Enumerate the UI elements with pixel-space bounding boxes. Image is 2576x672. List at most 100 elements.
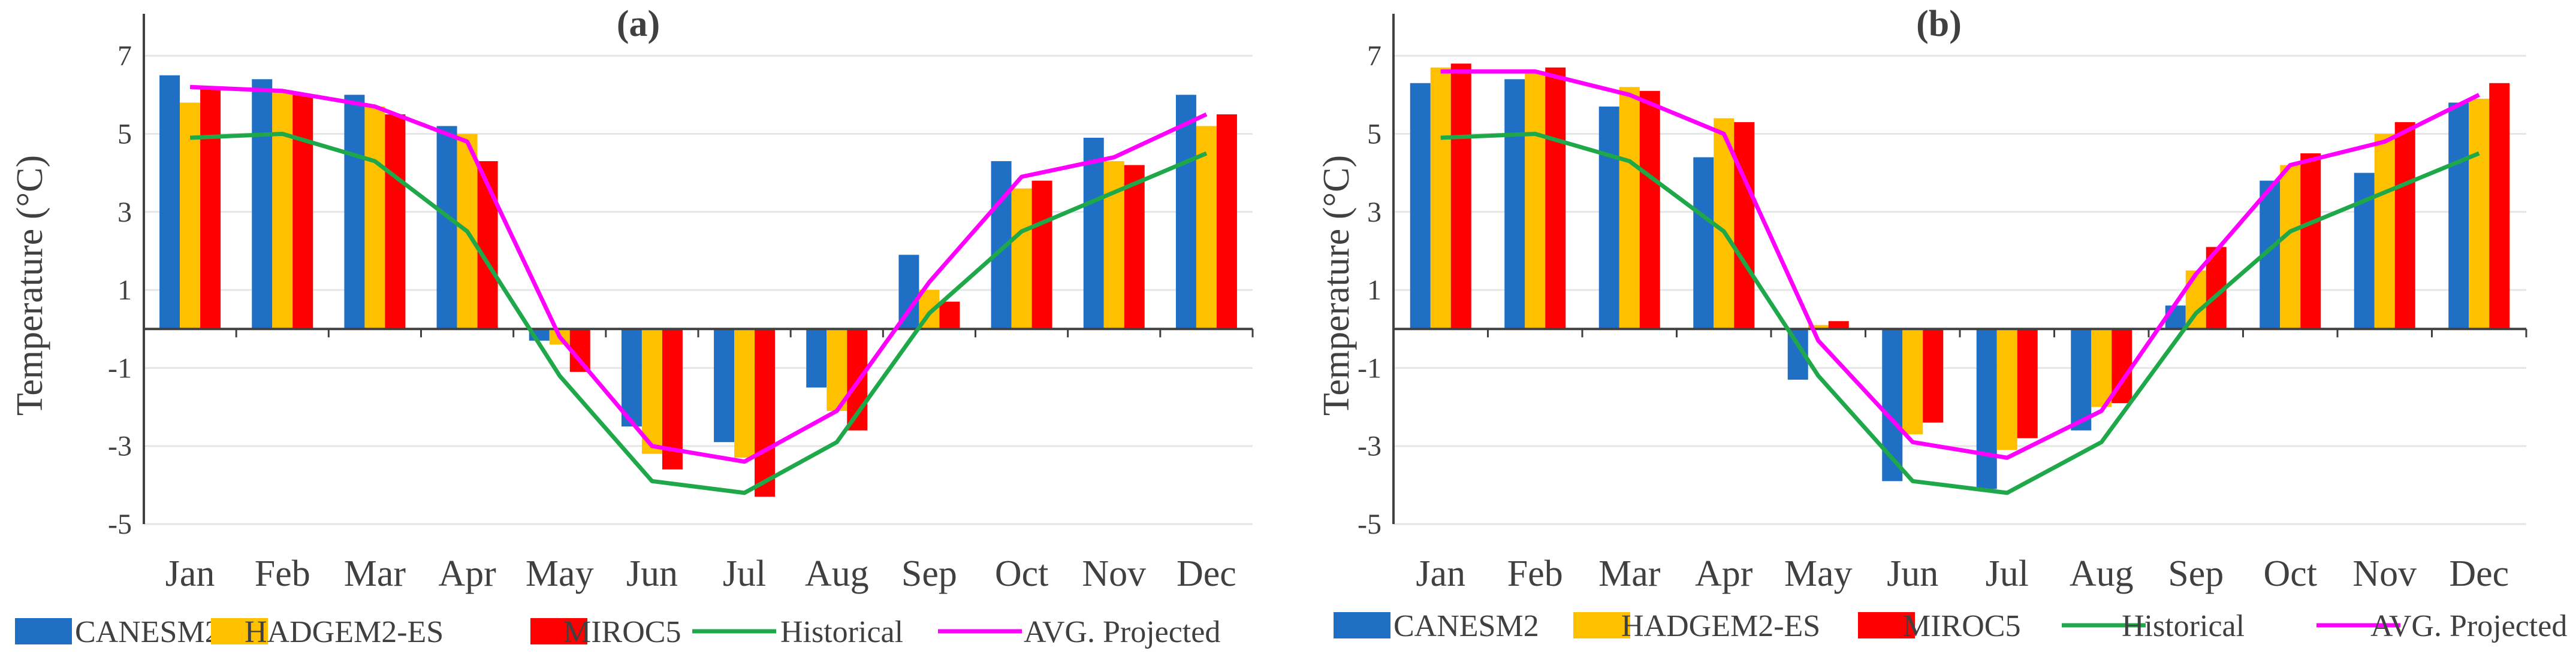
x-tick-label-mar: Mar [344,553,406,594]
bar-miroc5-jul [2017,329,2038,438]
legend-label-historical: Historical [780,615,903,649]
bar-miroc5-dec [2489,83,2510,329]
bar-canesm2-mar [344,95,365,329]
bar-canesm2-jul [1976,329,1997,489]
y-axis-label: Temperature (°C) [1316,155,1357,416]
legend-label-hadgem2-es: HADGEM2-ES [245,615,444,649]
y-axis-label: Temperature (°C) [10,155,50,416]
bar-miroc5-apr [1734,122,1755,329]
bar-miroc5-dec [1216,114,1237,329]
bar-miroc5-may [1828,321,1849,329]
y-tick-label: -3 [1358,431,1381,462]
legend-label-miroc5: MIROC5 [1903,609,2020,643]
bar-miroc5-nov [1124,165,1145,329]
y-tick-label: 3 [117,196,132,228]
bar-canesm2-dec [2448,102,2469,329]
x-tick-label-apr: Apr [1695,553,1753,594]
bar-canesm2-feb [1504,79,1525,329]
legend-label-canesm2: CANESM2 [75,615,221,649]
x-tick-label-sep: Sep [901,553,957,594]
y-tick-label: -1 [1358,352,1381,384]
bar-canesm2-aug [2071,329,2092,431]
line-historical [1440,131,2480,495]
x-tick-label-nov: Nov [2352,553,2417,594]
y-tick-label: 5 [1367,118,1381,150]
bar-canesm2-nov [1083,137,1104,329]
bar-hadgem2-es-jan [1430,67,1451,329]
legend-label-avg-projected: AVG. Projected [2370,609,2567,643]
x-tick-label-oct: Oct [995,553,1049,594]
legend-label-miroc5: MIROC5 [563,615,681,649]
x-tick-label-aug: Aug [2070,553,2134,594]
y-tick-label: 5 [117,118,132,150]
line-avg-projected [189,84,1208,464]
legend-label-hadgem2-es: HADGEM2-ES [1621,609,1820,643]
bar-hadgem2-es-mar [364,106,385,329]
bar-hadgem2-es-jun [641,329,662,454]
x-tick-label-may: May [526,553,594,594]
bar-hadgem2-es-nov [1103,161,1124,329]
y-tick-label: -5 [108,508,132,540]
legend-swatch-canesm2 [15,618,72,644]
bar-miroc5-mar [1639,90,1660,329]
y-tick-label: 1 [117,274,132,306]
x-tick-label-nov: Nov [1082,553,1146,594]
x-tick-label-apr: Apr [438,553,496,594]
bar-hadgem2-es-jun [1902,329,1923,435]
x-tick-label-jul: Jul [1986,553,2029,594]
y-tick-label: -3 [108,431,132,462]
bar-miroc5-sep [939,301,960,329]
chart-title: (b) [1916,4,1962,44]
bar-canesm2-feb [252,79,273,329]
bar-miroc5-nov [2394,122,2415,329]
x-tick-label-dec: Dec [1177,553,1236,594]
bar-hadgem2-es-dec [1196,126,1217,329]
bar-miroc5-jul [755,329,776,497]
bar-hadgem2-es-aug [827,329,847,411]
y-tick-label: 7 [117,40,132,72]
bar-miroc5-jan [1450,63,1471,329]
legend-label-avg-projected: AVG. Projected [1024,615,1220,649]
bar-canesm2-mar [1598,106,1619,329]
y-tick-label: 7 [1367,40,1381,72]
bar-canesm2-apr [1693,157,1714,329]
bar-canesm2-aug [806,329,827,388]
bar-canesm2-apr [436,126,457,329]
bar-miroc5-feb [292,95,313,329]
legend-swatch-hadgem2-es [211,618,268,644]
bar-hadgem2-es-may [1808,325,1829,329]
x-tick-label-jan: Jan [165,553,215,594]
x-tick-label-oct: Oct [2263,553,2317,594]
bar-miroc5-jun [662,329,683,470]
bar-canesm2-dec [1175,95,1196,329]
x-tick-label-jul: Jul [723,553,766,594]
bar-hadgem2-es-jul [1996,329,2017,450]
bar-hadgem2-es-jul [734,329,755,458]
bar-canesm2-jul [714,329,735,443]
x-tick-label-jun: Jun [1887,553,1938,594]
bar-hadgem2-es-mar [1619,87,1640,329]
bar-canesm2-jan [159,75,180,329]
legend-swatch-hadgem2-es [1573,612,1630,638]
bar-miroc5-oct [1031,180,1052,329]
chart-title: (a) [617,4,660,44]
bar-miroc5-jun [1923,329,1944,423]
bar-hadgem2-es-jan [180,102,201,329]
x-tick-label-dec: Dec [2449,553,2509,594]
x-tick-label-feb: Feb [1507,553,1563,594]
legend-swatch-canesm2 [1334,612,1390,638]
line-avg-projected [1440,69,2480,460]
bar-hadgem2-es-nov [2374,134,2395,329]
legend-label-canesm2: CANESM2 [1393,609,1539,643]
bar-miroc5-oct [2300,153,2321,329]
bar-canesm2-jan [1410,83,1431,329]
legend-label-historical: Historical [2122,609,2245,643]
x-tick-label-may: May [1784,553,1853,594]
x-tick-label-sep: Sep [2168,553,2224,594]
legend: CANESM2 HADGEM2-ES MIROC5 Historical AVG. Pr… [15,615,1220,649]
chart-panel-0: -5 -3 -1 1 3 5 7 Jan Feb Mar Apr May Jun Jul Aug Sep Oct… [10,4,1254,649]
legend-swatch-miroc5 [1858,612,1915,638]
bar-hadgem2-es-oct [2280,165,2301,329]
